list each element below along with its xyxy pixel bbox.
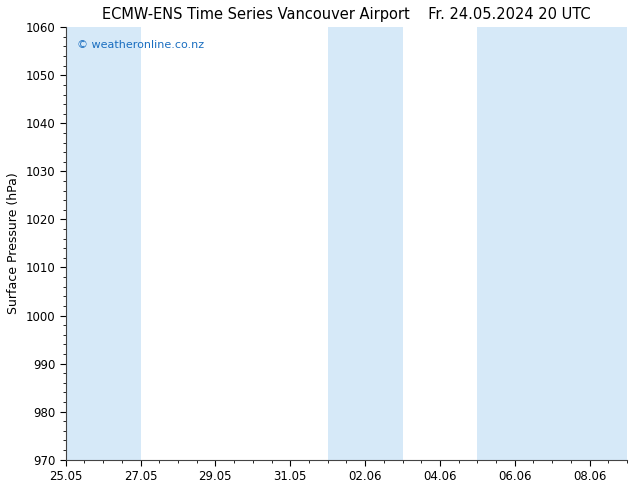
Bar — [328, 27, 403, 460]
Bar — [477, 27, 627, 460]
Y-axis label: Surface Pressure (hPa): Surface Pressure (hPa) — [7, 172, 20, 314]
Bar — [66, 27, 141, 460]
Title: ECMW-ENS Time Series Vancouver Airport    Fr. 24.05.2024 20 UTC: ECMW-ENS Time Series Vancouver Airport F… — [102, 7, 591, 22]
Text: © weatheronline.co.nz: © weatheronline.co.nz — [77, 40, 204, 50]
